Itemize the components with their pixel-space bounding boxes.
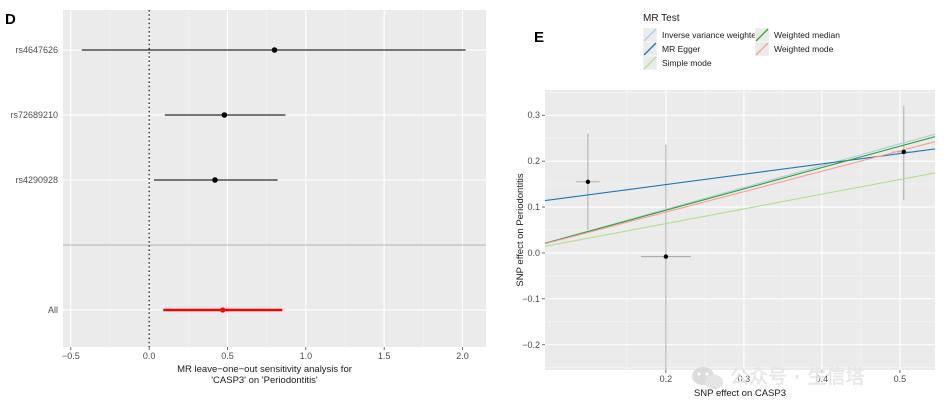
x-axis-title-line2: 'CASP3' on 'Periodontitis': [211, 375, 318, 386]
legend-key-swatch: [643, 42, 657, 56]
row-label: All: [48, 305, 58, 315]
x-tick-label: 0.4: [816, 374, 829, 384]
legend-key-mr-egger: [642, 41, 658, 57]
legend-key-swatch: [755, 28, 769, 42]
legend-key-inverse-variance-weighted: [642, 27, 658, 43]
x-tick-label: 0.2: [660, 374, 673, 384]
y-tick-label: 0.3: [527, 110, 540, 120]
regression-line-weighted-median: [545, 136, 935, 244]
x-tick-label: 1.0: [300, 351, 313, 361]
regression-line-weighted-mode: [545, 141, 935, 245]
legend-key-swatch: [643, 28, 657, 42]
row-label: rs4647626: [15, 45, 58, 55]
row-label: rs4290928: [15, 175, 58, 185]
y-tick-label: −0.2: [522, 340, 540, 350]
row-label: rs72689210: [10, 110, 58, 120]
regression-line-simple-mode: [545, 172, 935, 247]
legend-title: MR Test: [643, 13, 680, 24]
y-tick-label: 0.2: [527, 156, 540, 166]
y-tick-label: 0.0: [527, 248, 540, 258]
legend-label: Weighted median: [774, 30, 840, 40]
estimate-point-rs72689210: [221, 112, 228, 118]
wechat-icon: [692, 367, 723, 390]
snp-point-2: [901, 149, 906, 155]
legend-key-weighted-median: [754, 27, 770, 43]
panel-e-legend: MR Test Inverse variance weighted MR Egger…: [642, 13, 840, 71]
snp-point-1: [663, 254, 669, 259]
y-tick-label: −0.1: [522, 294, 540, 304]
legend-label: MR Egger: [662, 44, 700, 54]
estimate-point-rs4290928: [212, 177, 218, 183]
x-axis-title-line1: MR leave−one−out sensitivity analysis fo…: [177, 364, 352, 375]
panel-label-d: D: [5, 11, 16, 28]
watermark: 公众号 · 生信塔: [692, 365, 865, 390]
y-axis-title: SNP effect on Periodontitis: [515, 173, 526, 286]
panel-d-forest-plot: rs4647626 rs72689210 rs4290928 All −0.5 0.0 0.…: [5, 10, 486, 386]
plot-area: [545, 106, 935, 370]
x-axis-title: SNP effect on CASP3: [694, 388, 786, 399]
watermark-text: 公众号 · 生信塔: [730, 365, 865, 388]
regression-line-inverse-variance-weighted: [545, 133, 935, 244]
snp-point-0: [585, 179, 591, 185]
legend-label: Simple mode: [662, 58, 712, 68]
legend-key-swatch: [643, 56, 657, 70]
x-tick-label: 0.5: [894, 374, 907, 384]
x-tick-label: −0.5: [62, 351, 80, 361]
legend-key-simple-mode: [642, 55, 658, 71]
legend-key-swatch: [755, 42, 769, 56]
panel-label-e: E: [534, 29, 544, 46]
x-tick-label: 1.5: [378, 351, 391, 361]
x-tick-label: 0.3: [738, 374, 751, 384]
x-tick-label: 0.5: [221, 351, 234, 361]
x-tick-label: 2.0: [456, 351, 469, 361]
x-tick-label: 0.0: [143, 351, 156, 361]
estimate-point-all: [220, 307, 226, 313]
legend-label: Inverse variance weighted: [662, 30, 761, 40]
panel-e-scatter-plot: −0.2 −0.1 0.0 0.1 0.2 0.3 0.2 0.3 0.4 0.5 SNP effe…: [515, 29, 935, 399]
regression-line-mr-egger: [545, 148, 935, 202]
legend-label: Weighted mode: [774, 44, 834, 54]
plot-background: [63, 10, 486, 347]
legend-key-weighted-mode: [754, 41, 770, 57]
estimate-point-rs4647626: [271, 47, 278, 53]
y-tick-label: 0.1: [527, 202, 540, 212]
